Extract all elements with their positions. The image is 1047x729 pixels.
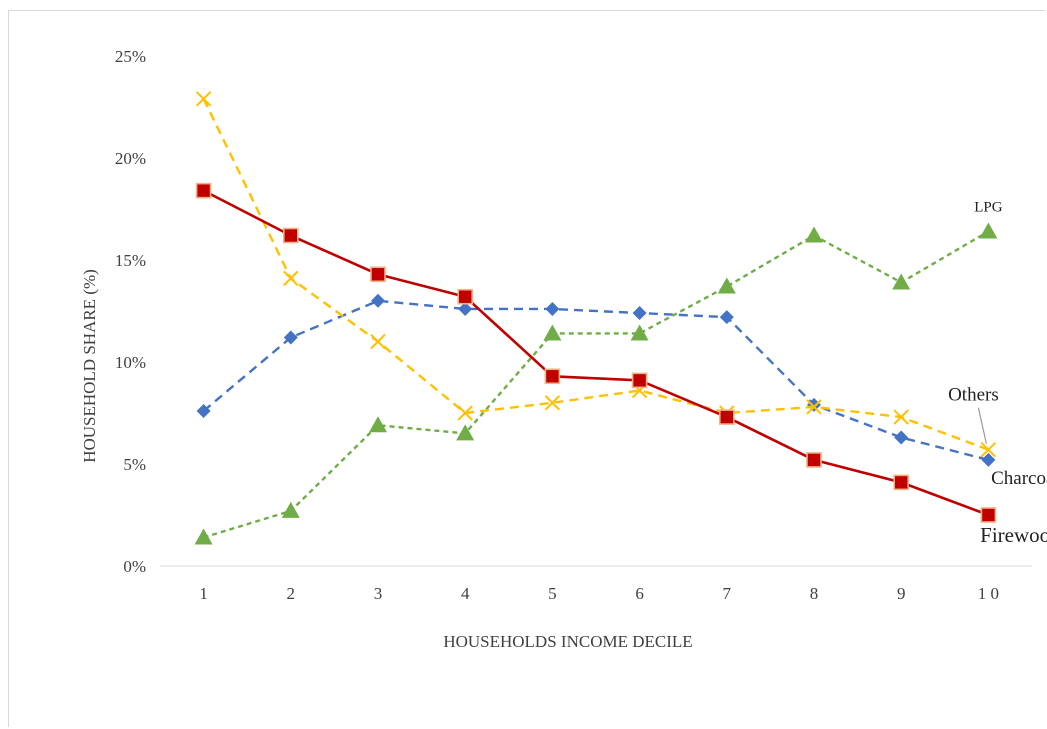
data-point-charcoal [458, 301, 473, 316]
x-tick-label: 5 [548, 584, 557, 603]
data-point-lpg [717, 277, 736, 294]
data-point-lpg [194, 528, 213, 545]
series-lpg [194, 222, 998, 545]
data-point-others [370, 333, 386, 350]
data-point-firewood [544, 368, 561, 385]
y-tick-label: 15% [115, 251, 146, 270]
data-point-lpg [892, 273, 911, 290]
data-point-lpg [369, 416, 387, 433]
y-tick-label: 20% [115, 149, 146, 168]
x-tick-label: 2 [287, 584, 296, 603]
data-point-charcoal [719, 310, 734, 325]
data-point-charcoal [371, 293, 385, 308]
data-point-others [283, 270, 299, 287]
data-point-firewood [980, 507, 997, 523]
series-line-lpg [203, 230, 990, 539]
data-point-firewood [370, 266, 386, 283]
data-point-charcoal [283, 330, 298, 345]
data-point-others [893, 409, 909, 425]
data-point-lpg [979, 222, 998, 239]
data-point-firewood [631, 372, 648, 389]
series-label-others: Others [948, 385, 999, 406]
x-tick-label: 6 [635, 584, 644, 603]
data-point-charcoal [632, 306, 647, 321]
x-tick-label: 8 [810, 584, 819, 603]
data-point-lpg [281, 501, 300, 518]
data-point-others [195, 91, 212, 107]
x-axis-title: HOUSEHOLDS INCOME DECILE [443, 632, 692, 651]
axes: 0%5%10%15%20%25%1 2 3 4 5 6 7 8 9 1 0 [115, 47, 1032, 603]
x-tick-label: 1 [199, 584, 208, 603]
data-point-lpg [456, 424, 475, 441]
data-point-firewood [718, 409, 735, 425]
data-point-charcoal [545, 301, 560, 316]
data-point-charcoal [981, 452, 996, 467]
y-axis-title: HOUSEHOLD SHARE (%) [80, 269, 99, 463]
x-tick-label: 7 [723, 584, 732, 603]
y-tick-label: 25% [115, 47, 146, 66]
data-point-lpg [630, 324, 649, 341]
data-point-others [544, 395, 561, 411]
data-point-firewood [806, 452, 822, 468]
series-line-firewood [203, 189, 989, 517]
data-point-firewood [282, 227, 299, 244]
data-point-charcoal [894, 430, 909, 445]
others-leader-line [977, 407, 987, 444]
data-point-firewood [457, 288, 474, 305]
y-tick-label: 0% [123, 557, 146, 576]
series-firewood [195, 182, 997, 523]
series-others [195, 91, 997, 458]
data-point-lpg [805, 226, 823, 243]
series-line-charcoal [202, 299, 989, 462]
data-point-charcoal [196, 403, 211, 418]
x-tick-label: 4 [461, 584, 470, 603]
x-tick-label: 3 [374, 584, 383, 603]
series-label-lpg: LPG [974, 199, 1003, 215]
series-layer [194, 91, 998, 545]
data-point-firewood [195, 182, 212, 199]
chart-frame [8, 10, 1045, 727]
x-tick-label: 9 [897, 584, 906, 603]
data-point-charcoal [807, 397, 821, 412]
x-tick-label: 1 0 [978, 584, 999, 603]
data-point-lpg [543, 324, 562, 341]
y-tick-label: 5% [123, 455, 146, 474]
labels-layer: LPG Charcoal Firewood Others [948, 199, 1047, 547]
data-point-others [980, 442, 997, 458]
series-label-charcoal: Charcoal [991, 468, 1047, 489]
data-point-firewood [893, 474, 910, 491]
data-point-others [806, 399, 822, 415]
series-label-firewood: Firewood [980, 523, 1047, 547]
series-charcoal [196, 293, 996, 467]
series-line-others [202, 98, 989, 451]
data-point-others [457, 405, 473, 421]
y-tick-label: 10% [115, 353, 146, 372]
